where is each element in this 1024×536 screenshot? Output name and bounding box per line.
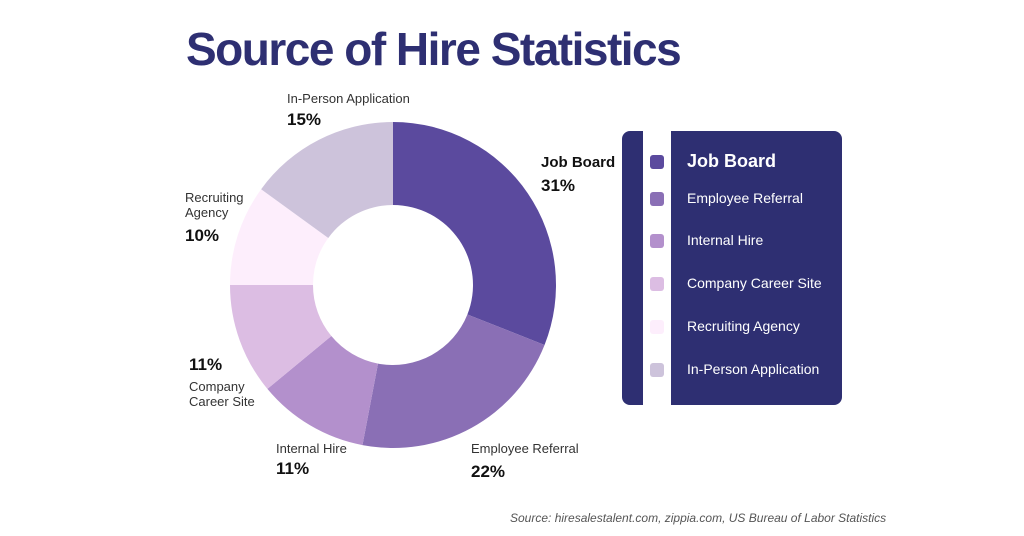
legend-label: Recruiting Agency <box>687 318 800 334</box>
legend: Job Board Employee Referral Internal Hire C… <box>622 131 842 405</box>
donut-slice <box>267 335 379 446</box>
donut-slice <box>261 122 393 238</box>
value-label: 11% <box>276 459 310 478</box>
value-label: 31% <box>541 176 576 195</box>
value-label: 10% <box>185 226 220 245</box>
slice-label: Internal Hire <box>276 441 347 456</box>
donut-slice <box>362 314 545 449</box>
value-label: 22% <box>471 462 506 481</box>
donut-slice <box>393 122 556 346</box>
source: Source: hiresalestalent.com, zippia.com,… <box>510 511 887 525</box>
legend-swatch <box>650 234 664 248</box>
donut-slice <box>230 189 329 285</box>
slice-label: Company Career Site <box>189 379 255 409</box>
legend-label: In-Person Application <box>687 361 820 377</box>
slice-label: Employee Referral <box>471 441 579 456</box>
value-label: 15% <box>287 110 322 129</box>
legend-label: Internal Hire <box>687 232 764 248</box>
legend-label: Employee Referral <box>687 190 803 206</box>
legend-strip <box>643 131 671 405</box>
value-label: 11% <box>189 355 223 374</box>
legend-label: Job Board <box>687 151 777 171</box>
legend-swatch <box>650 155 664 169</box>
slice-label: Job Board <box>541 154 616 171</box>
legend-label: Company Career Site <box>687 275 822 291</box>
donut-slice <box>230 285 332 389</box>
legend-swatch <box>650 320 664 334</box>
legend-swatch <box>650 363 664 377</box>
legend-swatch <box>650 277 664 291</box>
chart-title: Source of Hire Statistics <box>186 23 682 75</box>
legend-swatch <box>650 192 664 206</box>
slice-label: Recruiting Agency <box>185 190 244 220</box>
slice-label: In-Person Application <box>287 91 410 106</box>
